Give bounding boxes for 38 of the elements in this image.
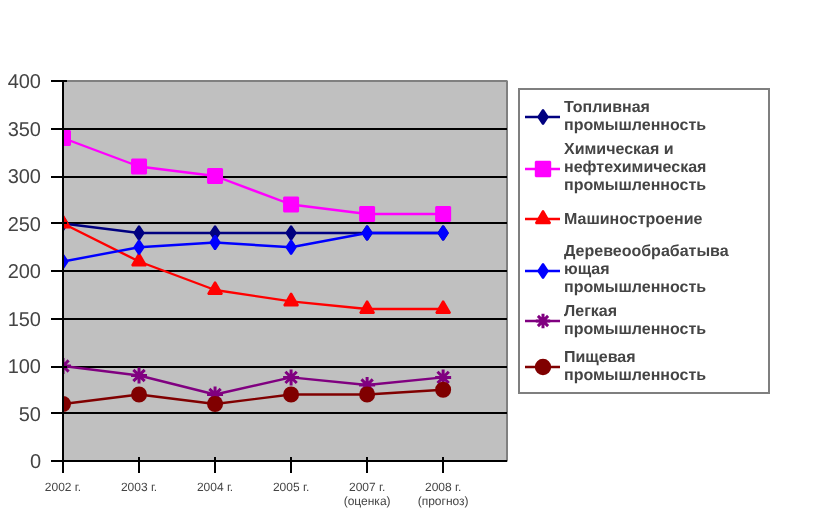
legend-label: Машиностроение xyxy=(564,207,705,232)
point xyxy=(435,381,452,398)
point xyxy=(133,225,145,241)
legend-label: Деревеообрабатывающая промышленность xyxy=(564,242,731,296)
point xyxy=(207,168,224,184)
y-tick-label: 100 xyxy=(7,357,42,379)
y-tick-label: 400 xyxy=(7,72,42,94)
point xyxy=(435,299,452,315)
point xyxy=(207,280,224,296)
point xyxy=(209,234,221,251)
point xyxy=(131,386,148,403)
point xyxy=(129,366,149,385)
point xyxy=(433,367,453,387)
point xyxy=(359,386,376,403)
y-tick-label: 0 xyxy=(29,452,42,474)
legend-label: Топливная промышленность xyxy=(564,96,709,138)
y-tick-label: 350 xyxy=(7,119,42,142)
legend-label: Химическая и нефтехимическая промышленность xyxy=(564,140,709,194)
point xyxy=(133,239,145,256)
y-tick-label: 150 xyxy=(7,309,42,332)
point xyxy=(359,299,376,315)
y-tick-label: 50 xyxy=(18,404,42,427)
legend-label: Легкая промышленность xyxy=(564,300,709,342)
point xyxy=(285,239,297,256)
point xyxy=(207,396,224,412)
y-tick-label: 250 xyxy=(7,214,42,237)
legend-label: Пищевая промышленность xyxy=(564,346,709,388)
point xyxy=(283,196,300,213)
point xyxy=(131,252,148,267)
point xyxy=(435,206,452,222)
point xyxy=(285,225,297,241)
y-tick-label: 300 xyxy=(7,167,42,189)
point xyxy=(281,367,301,387)
point xyxy=(359,206,376,222)
point xyxy=(283,292,300,307)
point xyxy=(131,158,148,175)
point xyxy=(283,386,300,403)
y-tick-label: 200 xyxy=(7,262,42,284)
